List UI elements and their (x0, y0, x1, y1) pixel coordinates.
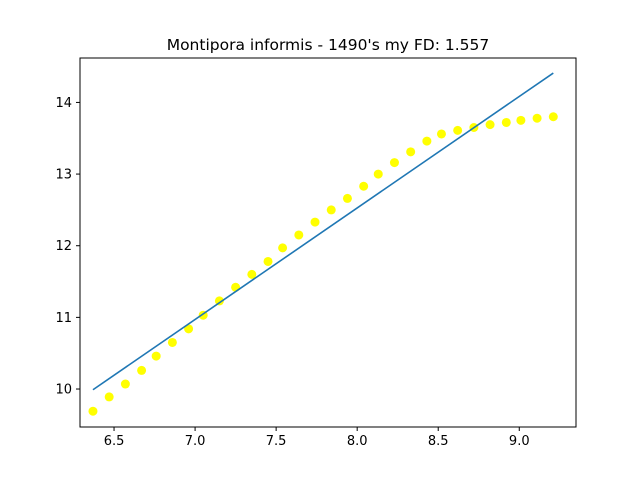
data-point (501, 117, 511, 127)
x-tick-label: 7.0 (185, 434, 206, 449)
data-point (453, 125, 463, 135)
data-point (214, 296, 224, 306)
y-tick-label: 14 (55, 96, 72, 111)
plot-frame (79, 57, 577, 428)
y-tick-label: 10 (55, 383, 72, 398)
data-point (359, 181, 369, 191)
data-point (167, 337, 177, 347)
x-tick-label: 8.0 (347, 434, 368, 449)
x-tick-label: 8.5 (428, 434, 449, 449)
data-point (184, 324, 194, 334)
data-point (485, 120, 495, 130)
data-point (231, 282, 241, 292)
axes: 6.5 7.0 7.5 8.0 8.5 9.0 10 11 12 13 14 (55, 57, 577, 449)
x-tick-label: 6.5 (104, 434, 125, 449)
data-point (278, 243, 288, 253)
plot-marks (88, 72, 558, 416)
data-point (373, 169, 383, 179)
data-point (342, 193, 352, 203)
data-point (294, 230, 304, 240)
data-point (422, 136, 432, 146)
data-point (389, 158, 399, 168)
y-tick-label: 13 (55, 168, 72, 183)
data-point (104, 392, 114, 402)
data-point (406, 147, 416, 157)
data-point (326, 205, 336, 215)
x-tick-label: 7.5 (266, 434, 287, 449)
x-tick-label: 9.0 (509, 434, 530, 449)
data-point (247, 269, 257, 279)
data-point (516, 115, 526, 125)
data-point (88, 406, 98, 416)
data-point (532, 113, 542, 123)
data-point (436, 129, 446, 139)
chart-title: Montipora informis - 1490's my FD: 1.557 (167, 36, 490, 54)
y-tick-label: 12 (55, 239, 72, 254)
data-point (151, 351, 161, 361)
data-point (263, 256, 273, 266)
fit-line (92, 72, 554, 391)
data-point (137, 365, 147, 375)
data-point (120, 379, 130, 389)
y-tick-label: 11 (55, 311, 72, 326)
data-point (310, 217, 320, 227)
data-point (548, 112, 558, 122)
